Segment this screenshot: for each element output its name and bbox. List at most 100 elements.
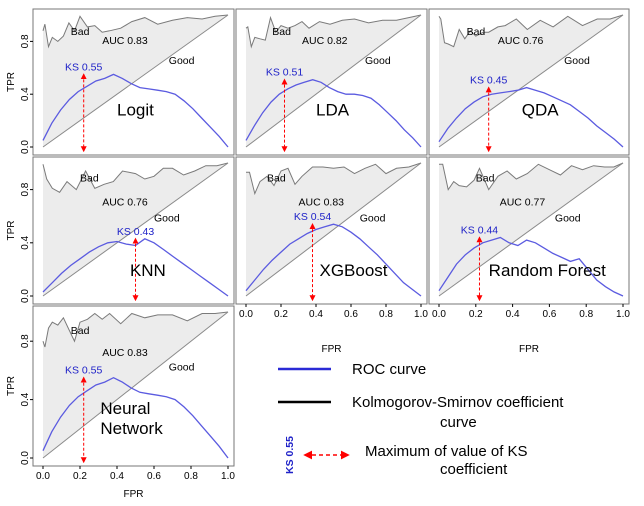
x-axis-title: FPR xyxy=(124,489,144,500)
good-label: Good xyxy=(555,213,581,225)
x-tick-label: 1.0 xyxy=(414,309,428,320)
ks-label: KS 0.45 xyxy=(470,75,508,87)
bad-label: Bad xyxy=(467,26,486,38)
ks-label: KS 0.55 xyxy=(65,365,103,377)
y-tick-label: 0.0 xyxy=(20,140,31,154)
y-tick-label: 0.0 xyxy=(20,451,31,465)
roc-curve xyxy=(245,14,422,49)
auc-label: AUC 0.77 xyxy=(500,197,546,209)
x-tick-label: 0.2 xyxy=(274,309,288,320)
diagonal-line xyxy=(42,162,229,297)
auc-label: AUC 0.76 xyxy=(498,35,544,47)
ks-label: KS 0.54 xyxy=(294,211,332,223)
x-tick-label: 0.6 xyxy=(542,309,556,320)
ks-label: KS 0.51 xyxy=(266,67,304,79)
x-tick-label: 0.8 xyxy=(379,309,393,320)
legend-max-label-1: Maximum of value of KS xyxy=(365,443,528,460)
x-tick-label: 0.2 xyxy=(469,309,483,320)
model-name: KNN xyxy=(130,261,166,280)
ks-curve xyxy=(438,86,624,148)
x-tick-label: 0.4 xyxy=(110,471,124,482)
x-tick-label: 0.6 xyxy=(147,471,161,482)
good-label: Good xyxy=(169,361,195,373)
y-axis-title: TPR xyxy=(6,376,17,396)
x-axis-title: FPR xyxy=(322,344,342,355)
ks-curve xyxy=(245,79,422,148)
x-tick-label: 0.8 xyxy=(184,471,198,482)
roc-curve xyxy=(42,311,229,348)
roc-curve xyxy=(438,14,624,48)
diagonal-line xyxy=(42,311,229,459)
diagonal-line xyxy=(438,162,624,297)
legend: ROC curve Kolmogorov-Smirnov coefficient c… xyxy=(278,361,564,478)
x-tick-label: 0.4 xyxy=(309,309,323,320)
good-label: Good xyxy=(365,55,391,67)
auc-label: AUC 0.83 xyxy=(299,197,345,209)
bad-label: Bad xyxy=(71,26,90,38)
bad-label: Bad xyxy=(272,26,291,38)
legend-ks-label-2: curve xyxy=(440,414,477,431)
y-tick-label: 0.4 xyxy=(20,87,31,101)
x-tick-label: 1.0 xyxy=(616,309,630,320)
good-label: Good xyxy=(360,213,386,225)
bad-label: Bad xyxy=(476,173,495,185)
model-name: XGBoost xyxy=(320,261,388,280)
legend-ks-vertical-label: KS 0.55 xyxy=(284,436,296,474)
panel-1: Bad AUC 0.83 Good KS 0.55 Logit 0.0 0.4 0.8 TPR xyxy=(6,8,235,156)
bad-label: Bad xyxy=(71,325,90,337)
x-tick-label: 0.6 xyxy=(344,309,358,320)
model-name: QDA xyxy=(522,100,560,119)
bad-label: Bad xyxy=(80,173,99,185)
good-label: Good xyxy=(154,213,180,225)
legend-roc-label: ROC curve xyxy=(352,361,426,378)
diagonal-line xyxy=(438,14,624,148)
diagonal-line xyxy=(42,14,229,148)
y-axis-title: TPR xyxy=(6,221,17,241)
y-tick-label: 0.0 xyxy=(20,289,31,303)
x-tick-label: 0.0 xyxy=(36,471,50,482)
panel-6: Bad AUC 0.77 Good KS 0.44 Random Forest 0.0 0.… xyxy=(428,156,630,355)
roc-curve xyxy=(246,162,422,196)
ks-curve xyxy=(438,236,624,297)
model-name: LDA xyxy=(316,100,350,119)
diagonal-line xyxy=(245,14,422,148)
y-tick-label: 0.8 xyxy=(20,334,31,348)
auc-label: AUC 0.82 xyxy=(302,35,348,47)
legend-max-label-2: coefficient xyxy=(440,461,508,478)
x-tick-label: 0.4 xyxy=(506,309,520,320)
y-tick-label: 0.4 xyxy=(20,392,31,406)
roc-curve xyxy=(42,162,229,193)
ks-label: KS 0.43 xyxy=(117,226,155,238)
y-tick-label: 0.8 xyxy=(20,34,31,48)
diagonal-line xyxy=(245,162,422,297)
ks-curve xyxy=(42,73,229,148)
good-label: Good xyxy=(564,55,590,67)
ks-curve xyxy=(42,376,229,459)
panel-2: Bad AUC 0.82 Good KS 0.51 LDA xyxy=(235,8,428,156)
x-axis-title: FPR xyxy=(519,344,539,355)
roc-curve xyxy=(439,162,624,191)
x-tick-label: 0.0 xyxy=(239,309,253,320)
panel-3: Bad AUC 0.76 Good KS 0.45 QDA xyxy=(428,8,630,156)
model-name: Neural xyxy=(100,399,150,418)
auc-label: AUC 0.76 xyxy=(102,197,148,209)
good-label: Good xyxy=(169,55,195,67)
y-axis-title: TPR xyxy=(6,72,17,92)
x-tick-label: 1.0 xyxy=(221,471,235,482)
x-tick-label: 0.0 xyxy=(432,309,446,320)
x-tick-label: 0.8 xyxy=(579,309,593,320)
auc-label: AUC 0.83 xyxy=(102,347,148,359)
model-name: Network xyxy=(100,419,163,438)
auc-label: AUC 0.83 xyxy=(102,35,148,47)
y-tick-label: 0.4 xyxy=(20,235,31,249)
y-tick-label: 0.8 xyxy=(20,182,31,196)
legend-ks-label-1: Kolmogorov-Smirnov coefficient xyxy=(352,394,564,411)
ks-label: KS 0.55 xyxy=(65,61,103,73)
bad-label: Bad xyxy=(267,173,286,185)
panel-5: Bad AUC 0.83 Good KS 0.54 XGBoost 0.0 0.2 0.4 0.… xyxy=(235,156,428,355)
model-name: Random Forest xyxy=(489,261,606,280)
ks-label: KS 0.44 xyxy=(461,224,499,236)
